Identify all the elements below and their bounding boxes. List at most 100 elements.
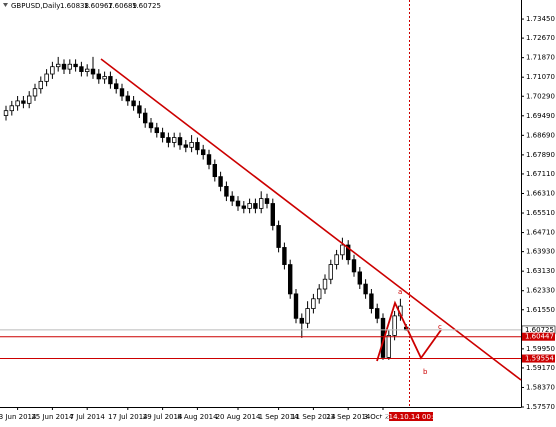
candle-body xyxy=(26,95,32,104)
y-tick-label: 1.73450 xyxy=(526,15,555,23)
candle-body xyxy=(9,105,14,112)
candle-body xyxy=(85,68,90,72)
trend-line xyxy=(100,58,522,381)
y-tick-label: 1.67110 xyxy=(526,170,555,178)
wave-label: a xyxy=(398,288,402,296)
candle-body xyxy=(131,100,136,107)
candle-body xyxy=(102,76,107,80)
candle-body xyxy=(345,244,351,261)
candle-body xyxy=(32,88,38,97)
y-tick-label: 1.62330 xyxy=(526,287,555,295)
candle-body xyxy=(328,264,333,280)
x-tick-label: 25 Jun 2014 xyxy=(31,413,74,421)
level-label: 1.60447 xyxy=(525,333,554,341)
candle-body xyxy=(282,247,287,265)
candle-body xyxy=(311,298,316,309)
x-tick-label: 23 Sep 2014 xyxy=(326,413,371,421)
candle-body xyxy=(96,73,101,80)
candle-body xyxy=(56,63,61,68)
candle-body xyxy=(61,63,67,70)
cursor-box xyxy=(389,412,433,421)
candle-body xyxy=(316,288,322,300)
candle-body xyxy=(287,264,293,295)
level-box xyxy=(522,354,555,363)
candle-body xyxy=(305,308,310,324)
candle-body xyxy=(125,95,130,102)
y-tick-label: 1.71070 xyxy=(526,73,555,81)
x-tick-label: 29 Jul 2014 xyxy=(143,413,183,421)
y-tick-label: 1.66310 xyxy=(526,189,555,197)
candle-body xyxy=(137,105,142,114)
x-tick-label: 17 Jul 2014 xyxy=(108,413,148,421)
candle-body xyxy=(183,144,188,148)
level-box xyxy=(522,332,555,341)
candle-body xyxy=(67,63,72,70)
candle-body xyxy=(351,259,357,273)
symbol: GBPUSD,Daily xyxy=(11,2,60,10)
candle-body xyxy=(229,195,235,202)
y-tick-label: 1.67890 xyxy=(526,151,555,159)
candle-body xyxy=(334,254,339,265)
candle-body xyxy=(247,203,252,209)
y-tick-label: 1.57570 xyxy=(526,403,555,411)
candle-body xyxy=(15,100,20,107)
candle-body xyxy=(114,83,119,90)
x-tick-label: 7 Jul 2014 xyxy=(70,413,106,421)
candle-body xyxy=(235,200,241,207)
cursor-label: 2014.10.14 00:00 xyxy=(380,413,442,421)
candle-body xyxy=(38,80,43,90)
y-tick-label: 1.63930 xyxy=(526,248,555,256)
y-tick-label: 1.70290 xyxy=(526,92,555,100)
candle-body xyxy=(241,205,246,209)
level-label: 1.59554 xyxy=(525,355,554,363)
candle-body xyxy=(73,63,78,68)
header-icon xyxy=(3,3,8,7)
wave-path xyxy=(376,300,442,362)
candle-body xyxy=(270,203,275,226)
y-tick-label: 1.58370 xyxy=(526,383,555,391)
candle-body xyxy=(3,110,9,116)
candle-body xyxy=(142,112,148,124)
candle-body xyxy=(224,185,229,197)
candle-body xyxy=(293,293,299,319)
candle-body xyxy=(189,142,194,148)
candle-body xyxy=(79,66,84,72)
x-tick-label: 3 Oct 2014 xyxy=(364,413,403,421)
y-tick-label: 1.71870 xyxy=(526,54,555,62)
header-low: 1.60689 xyxy=(108,2,137,10)
candle-body xyxy=(160,132,165,138)
candle-body xyxy=(374,308,380,319)
candle-body xyxy=(206,154,212,165)
candle-body xyxy=(171,137,177,143)
candle-body xyxy=(177,137,183,146)
x-tick-label: 8 Aug 2014 xyxy=(177,413,218,421)
header-close: 1.60725 xyxy=(132,2,161,10)
y-tick-label: 1.72670 xyxy=(526,34,555,42)
candle-body xyxy=(44,73,49,82)
candle-body xyxy=(119,88,125,97)
y-tick-label: 1.65510 xyxy=(526,209,555,217)
candle-body xyxy=(357,271,362,285)
y-tick-label: 1.68690 xyxy=(526,131,555,139)
x-tick-label: 20 Aug 2014 xyxy=(216,413,261,421)
candle-body xyxy=(369,293,374,309)
candle-body xyxy=(166,137,171,143)
candle-body xyxy=(392,315,397,336)
candle-body xyxy=(258,198,264,209)
candle-body xyxy=(200,149,206,156)
candle-body xyxy=(218,176,223,187)
candle-body xyxy=(253,203,258,209)
header-open: 1.60838 xyxy=(60,2,89,10)
candle-body xyxy=(148,122,154,129)
y-tick-label: 1.59170 xyxy=(526,364,555,372)
candle-body xyxy=(21,100,26,104)
candle-body xyxy=(212,164,217,178)
candle-body xyxy=(154,127,159,134)
x-tick-label: 3 Jun 2014 xyxy=(0,413,37,421)
candle-body xyxy=(276,225,281,248)
candle-body xyxy=(90,68,96,75)
y-tick-label: 1.59950 xyxy=(526,345,555,353)
y-tick-label: 1.64710 xyxy=(526,229,555,237)
